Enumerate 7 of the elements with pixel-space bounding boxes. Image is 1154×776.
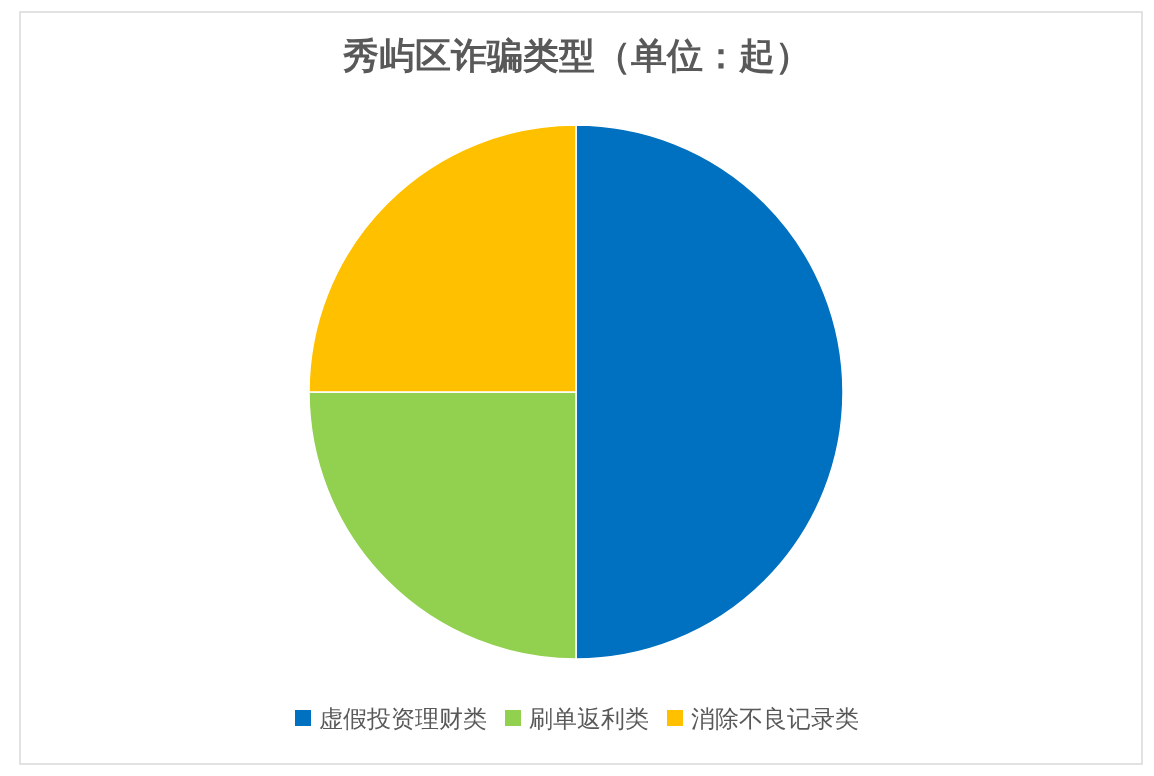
legend-label: 虚假投资理财类 [319,704,487,733]
pie-slice [308,124,577,393]
legend-label: 刷单返利类 [529,704,649,733]
chart-title: 秀屿区诈骗类型（单位：起） [342,35,811,76]
legend-label: 消除不良记录类 [691,704,859,733]
pie-slice [308,391,577,660]
pie-slice [575,124,844,660]
